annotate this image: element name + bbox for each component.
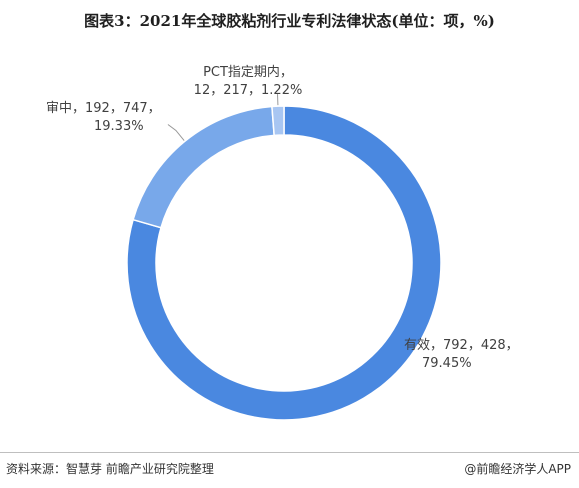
data-label-valid-line2: 79.45% [422,356,472,371]
leader-line-review [167,124,185,141]
data-label-valid: 有效，792，428， 79.45% [404,337,519,373]
data-label-review-line1: 审中，192，747， [46,101,161,116]
chart-title: 图表3：2021年全球胶粘剂行业专利法律状态(单位：项，%) [84,12,495,30]
donut-slices [126,105,442,421]
brand-credit: @前瞻经济学人APP [464,462,571,476]
data-label-pct: PCT指定期内， 12，217，1.22% [194,64,303,100]
data-label-review: 审中，192，747， 19.33% [46,100,196,136]
data-label-review-line2: 19.33% [94,119,144,134]
leader-lines [167,94,279,141]
data-label-pct-line2: 12，217，1.22% [193,83,303,98]
source-note: 资料来源：智慧芽 前瞻产业研究院整理 [6,462,214,476]
donut-slice-pct [271,105,285,137]
footer-divider [0,452,579,453]
data-label-valid-line1: 有效，792，428， [404,338,519,353]
donut-slice-valid [126,105,442,421]
data-label-pct-line1: PCT指定期内， [203,65,293,80]
